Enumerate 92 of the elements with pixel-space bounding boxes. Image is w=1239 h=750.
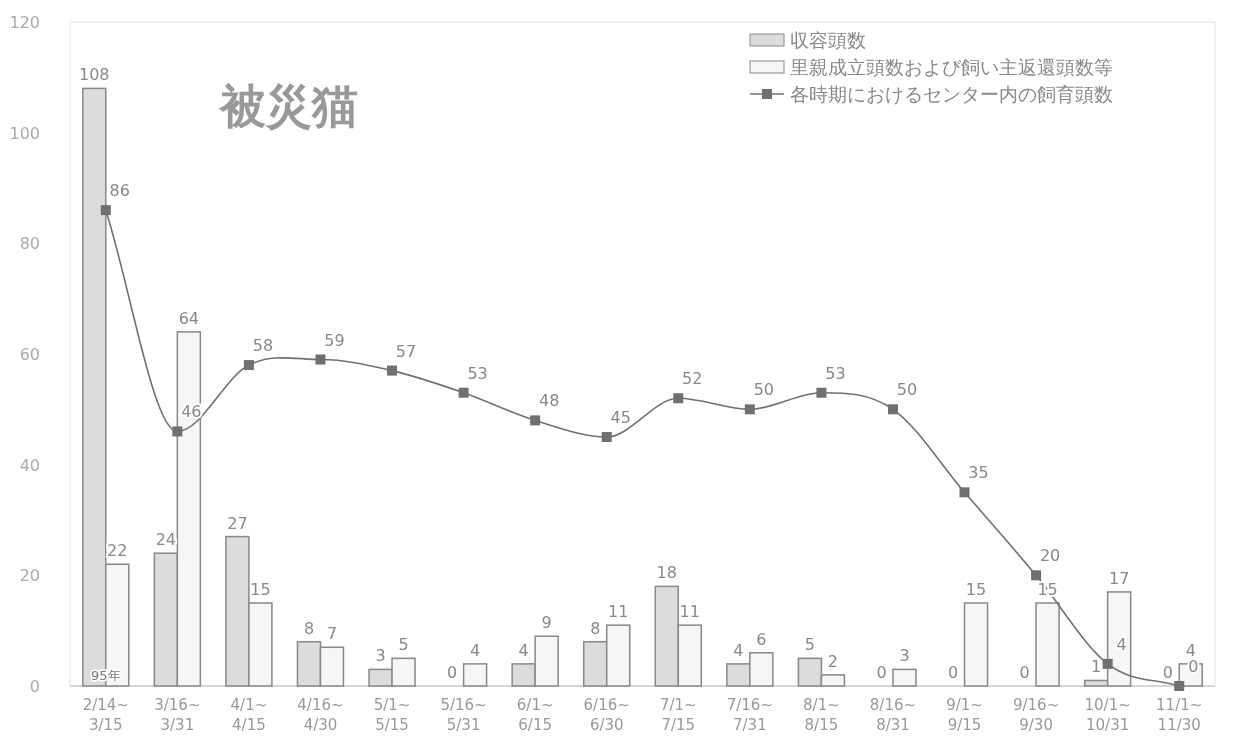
data-label: 45 (610, 408, 631, 427)
x-tick-label: 3/16~ 3/31 (154, 696, 201, 734)
point (100, 205, 111, 216)
x-tick-label: 2/14~ 3/15 (82, 696, 129, 734)
data-label: 48 (538, 391, 560, 411)
point (1102, 658, 1113, 669)
x-tick-label: 5/16~ 5/31 (440, 696, 487, 734)
point (887, 404, 898, 415)
x-tick-label: 7/1~ 7/15 (659, 696, 697, 734)
data-label: 50 (896, 380, 918, 400)
data-label: 24 (155, 530, 177, 550)
data-label: 64 (178, 308, 200, 328)
data-label: 5 (398, 635, 409, 655)
data-label: 0 (876, 663, 887, 682)
x-tick-label: 5/1~ 5/15 (373, 696, 411, 734)
point (673, 393, 684, 404)
data-label: 17 (1108, 568, 1130, 588)
y-tick-label: 20 (19, 566, 40, 586)
data-label: 0 (1162, 663, 1173, 682)
data-label: 0 (947, 663, 959, 682)
data-label: 57 (395, 341, 417, 361)
point (387, 365, 398, 376)
data-label: 4 (733, 640, 744, 660)
data-label: 8 (590, 618, 601, 638)
data-label: 58 (252, 336, 274, 356)
data-label: 0 (447, 663, 458, 682)
data-label: 53 (467, 363, 488, 383)
data-label: 4 (1116, 634, 1127, 654)
data-label: 11 (679, 602, 700, 622)
data-label: 108 (79, 65, 110, 85)
bar (1035, 602, 1060, 687)
data-label: 9 (541, 613, 552, 633)
point (601, 432, 612, 442)
data-label: 27 (227, 513, 248, 533)
point (959, 487, 970, 498)
point (172, 426, 183, 437)
point (530, 415, 541, 426)
x-tick-label: 8/16~ 8/31 (869, 696, 917, 734)
x-tick-label: 8/1~ 8/15 (803, 696, 840, 734)
point (1174, 681, 1185, 691)
x-tick-label: 10/1~ 10/31 (1084, 696, 1131, 734)
data-label: 53 (825, 363, 846, 383)
data-label: 4 (518, 640, 529, 660)
point (1031, 570, 1042, 581)
x-tick-label: 4/16~ 4/30 (297, 696, 344, 734)
data-label: 0 (1019, 663, 1030, 682)
data-label: 4 (470, 640, 481, 660)
y-tick-label: 40 (19, 455, 40, 475)
point (816, 387, 827, 398)
x-tick-label: 6/1~ 6/15 (516, 696, 554, 734)
data-label: 18 (656, 563, 677, 583)
data-label: 3 (899, 646, 910, 666)
x-tick-label: 6/16~ 6/30 (583, 696, 630, 734)
data-label: 52 (682, 369, 703, 389)
point (315, 354, 326, 365)
x-tick-label: 9/1~ 9/15 (946, 696, 983, 734)
legend-label: 収容頭数 (790, 29, 866, 51)
data-label: 6 (756, 629, 767, 649)
data-label: 1 (1091, 657, 1102, 677)
y-tick-label: 120 (9, 13, 40, 32)
x-tick-label: 9/16~ 9/30 (1012, 696, 1060, 734)
data-label: 22 (107, 541, 128, 561)
x-tick-label: 4/1~ 4/15 (230, 696, 268, 734)
data-label: 15 (965, 580, 987, 599)
data-label: 2 (827, 651, 838, 671)
bar (892, 668, 917, 687)
data-label: 3 (375, 646, 386, 666)
point (744, 404, 755, 415)
bar (462, 663, 488, 687)
y-tick-label: 0 (29, 677, 40, 696)
data-label: 7 (326, 624, 338, 644)
x-tick-label: 11/1~ 11/30 (1156, 696, 1203, 734)
text: 被災猫 (218, 79, 358, 133)
data-label: 5 (804, 635, 815, 655)
data-label: 11 (608, 602, 629, 622)
data-label: 59 (324, 330, 345, 350)
data-label: 20 (1039, 546, 1061, 566)
data-label: 86 (109, 181, 130, 201)
data-label: 35 (968, 463, 989, 483)
data-label: 4 (1185, 640, 1196, 660)
data-label: 50 (753, 380, 775, 400)
point (243, 360, 254, 371)
y-tick-label: 100 (9, 123, 40, 143)
legend-label: 各時期におけるセンター内の飼育頭数 (790, 83, 1113, 105)
y-tick-label: 80 (19, 234, 40, 254)
data-label: 8 (303, 618, 315, 638)
y-tick-label: 60 (19, 345, 40, 364)
legend-label: 里親成立頭数および飼い主返還頭数等 (790, 56, 1113, 78)
data-label: 15 (250, 580, 271, 599)
x-tick-label: 7/16~ 7/31 (726, 696, 773, 734)
point (458, 387, 469, 398)
bar (963, 602, 989, 687)
